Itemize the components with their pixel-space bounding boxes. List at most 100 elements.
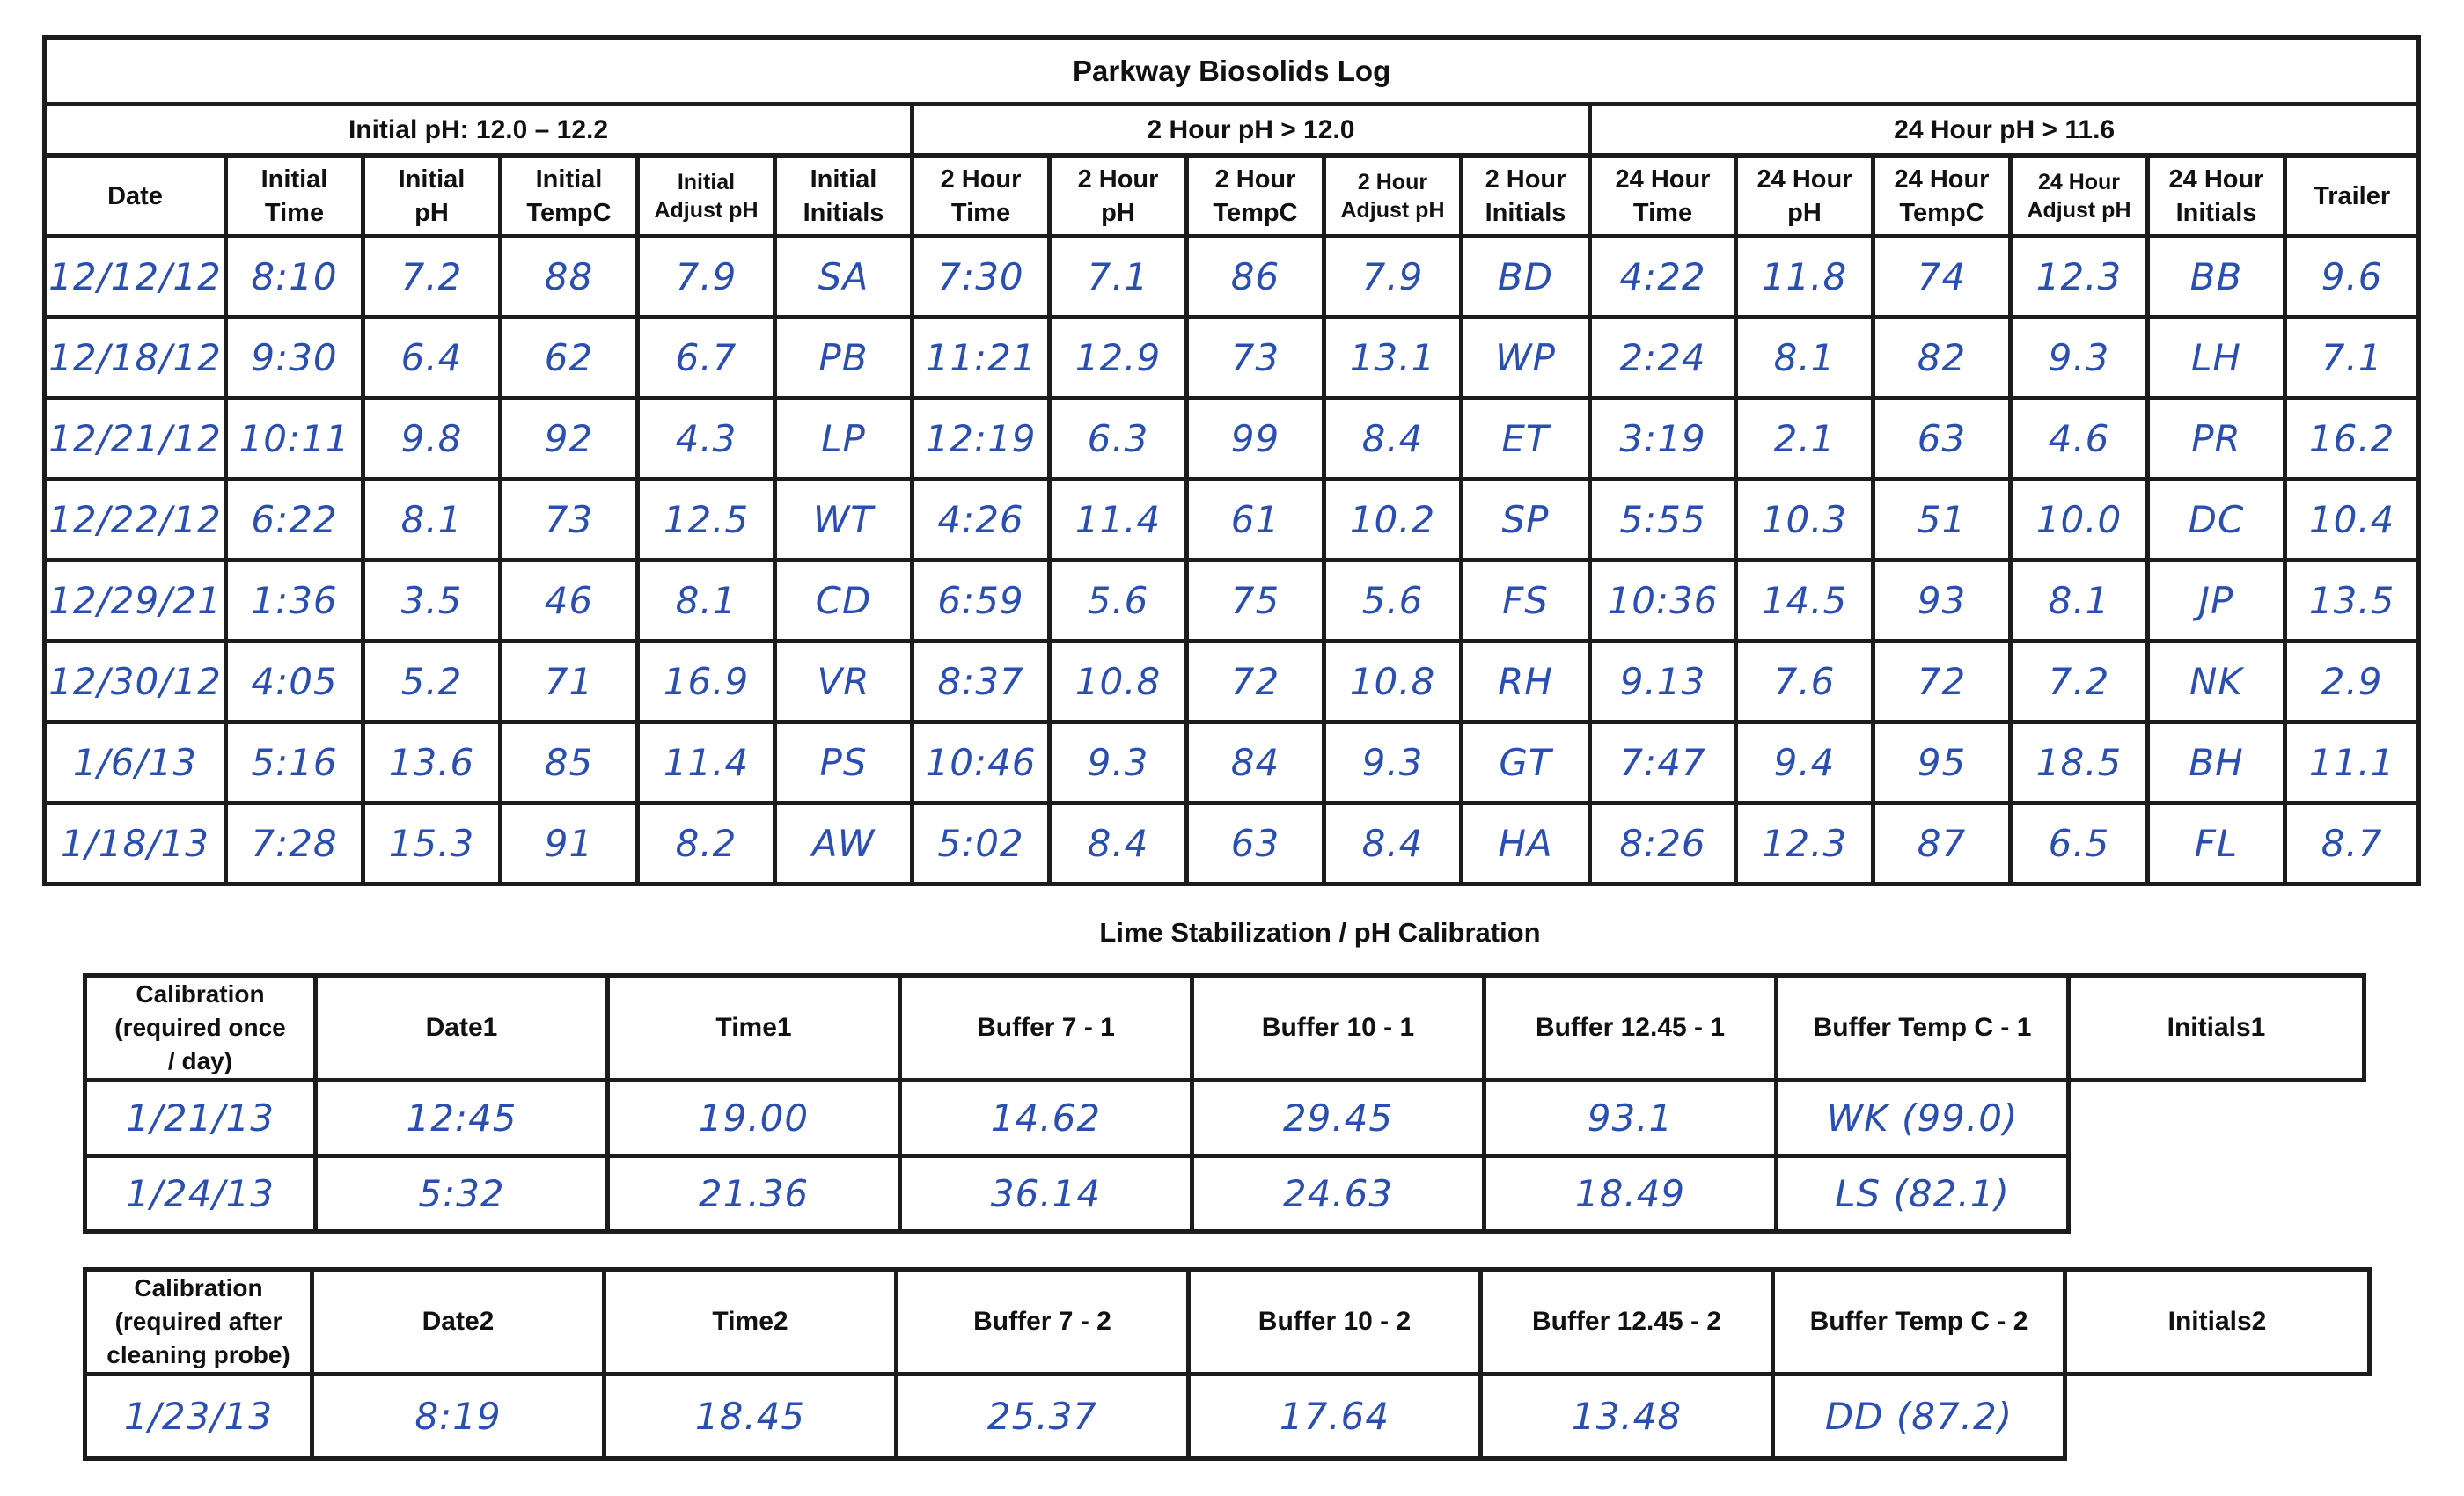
log-cell: FL [2145,801,2287,886]
column-header-line: 24 Hour [2168,165,2264,194]
log-cell: 86 [1184,234,1326,319]
log-cell: 1/18/13 [42,801,228,886]
log-cell: 7:47 [1588,720,1738,805]
calibration-cleaning-label-line: (required after [114,1308,282,1335]
calibration-cell: 18.45 [602,1372,898,1461]
log-rows: 12/12/12 8:10 7.2 88 7.9 SA 7:30 7.1 86 7.9 BD 4:22… [42,234,2422,886]
log-cell: 7.1 [2282,315,2422,400]
calibration-column-header: Buffer 7 - 1 [898,973,1194,1082]
log-cell: 12.3 [2008,234,2150,319]
log-cell: 51 [1871,477,2013,562]
column-header-line: Initial [260,165,328,194]
calibration-cell: 1/23/13 [83,1372,314,1461]
log-cell: FS [1459,558,1592,643]
log-cell: 91 [498,801,640,886]
log-cell: BB [2145,234,2287,319]
column-header-line: TempC [1213,198,1298,227]
log-cell: 5.6 [1047,558,1189,643]
log-cell: 12.5 [635,477,777,562]
log-cell: 8.1 [1734,315,1875,400]
log-cell: 95 [1871,720,2013,805]
log-cell: 16.2 [2282,396,2422,481]
group-24-hour: 24 Hour pH > 11.6 [1587,102,2422,158]
group-2-hour: 2 Hour pH > 12.0 [910,102,1592,158]
calibration-cell: 1/21/13 [83,1078,318,1158]
log-cell: 7.2 [361,234,502,319]
table-row: 1/21/13 12:45 19.00 14.62 29.45 93.1 WK (99.0) [83,1078,2365,1158]
column-header: Trailer [2282,153,2422,238]
calibration-column-header: Buffer 12.45 - 2 [1478,1267,1775,1376]
calibration-cell: 21.36 [605,1154,902,1234]
column-header-row: Date Initial Time Initial pH Initial TempC Init… [42,153,2422,238]
column-header: 2 Hour pH [1047,153,1189,238]
log-cell: GT [1459,720,1592,805]
log-cell: 6:59 [910,558,1052,643]
log-cell: 74 [1871,234,2013,319]
column-header: 24 Hour Initials [2145,153,2287,238]
log-cell: 4.3 [635,396,777,481]
log-cell: 73 [1184,315,1326,400]
log-cell: 11.8 [1734,234,1875,319]
log-cell: VR [773,639,914,724]
log-cell: 14.5 [1734,558,1875,643]
log-cell: 10.0 [2008,477,2150,562]
column-header-line: Date [107,181,163,210]
log-cell: BH [2145,720,2287,805]
column-header-line: Initial [810,165,877,194]
column-header: 2 Hour Time [910,153,1052,238]
log-cell: 88 [498,234,640,319]
table-row: 1/6/13 5:16 13.6 85 11.4 PS 10:46 9.3 84 9.3 GT 7:4… [42,720,2422,805]
log-cell: 61 [1184,477,1326,562]
column-header-line: Initials [2175,198,2257,227]
log-cell: 6.5 [2008,801,2150,886]
calibration-daily-label: Calibration (required once / day) [83,973,318,1082]
calibration-column-header: Initials2 [2063,1267,2372,1376]
column-header-line: Time [950,198,1011,227]
log-cell: LH [2145,315,2287,400]
log-cell: 8.7 [2282,801,2422,886]
log-cell: PB [773,315,914,400]
log-cell: 93 [1871,558,2013,643]
log-cell: 8:37 [910,639,1052,724]
calibration-column-header: Initials1 [2066,973,2366,1082]
log-cell: 6.4 [361,315,502,400]
column-header-line: Time [1632,198,1693,227]
log-cell: 10:11 [224,396,365,481]
calibration-column-header: Date1 [313,973,610,1082]
log-cell: 2.9 [2282,639,2422,724]
log-cell: 6:22 [224,477,365,562]
log-cell: 12/29/21 [42,558,228,643]
column-header-line: 24 Hour [1615,165,1711,194]
log-cell: 11.4 [635,720,777,805]
calibration-daily-label-line: Calibration [136,980,265,1008]
log-cell: 15.3 [361,801,502,886]
column-header-line: Adjust pH [1340,197,1445,223]
log-cell: LP [773,396,914,481]
column-header-line: TempC [1899,198,1984,227]
calibration-column-header: Buffer 7 - 2 [894,1267,1191,1376]
log-cell: 7.6 [1734,639,1875,724]
log-cell: 9.8 [361,396,502,481]
biosolids-log-table: Parkway Biosolids Log Initial pH: 12.0 –… [41,35,2422,886]
calibration-cell: 93.1 [1482,1078,1778,1158]
log-cell: JP [2145,558,2287,643]
calibration-cell: 17.64 [1186,1372,1483,1461]
log-cell: 12/22/12 [42,477,228,562]
calibration-table-daily: Calibration (required once / day) Date1 T… [83,973,2366,1234]
log-cell: 7.1 [1047,234,1189,319]
log-cell: SP [1459,477,1592,562]
log-cell: 4:05 [224,639,365,724]
log-cell: 5.2 [361,639,502,724]
log-cell: 9.6 [2282,234,2422,319]
column-header: 2 Hour TempC [1184,153,1326,238]
calibration-cell: 19.00 [605,1078,902,1158]
calibration-title: Lime Stabilization / pH Calibration [1099,917,1541,948]
table-row: 12/18/12 9:30 6.4 62 6.7 PB 11:21 12.9 73 13.1 WP 2… [42,315,2422,400]
log-cell: 10.3 [1734,477,1875,562]
column-header-line: 24 Hour [1756,165,1852,194]
log-cell: 12/21/12 [42,396,228,481]
calibration-cell: 18.49 [1482,1154,1778,1234]
log-cell: BD [1459,234,1592,319]
log-cell: AW [773,801,914,886]
calibration-cell: 13.48 [1478,1372,1775,1461]
